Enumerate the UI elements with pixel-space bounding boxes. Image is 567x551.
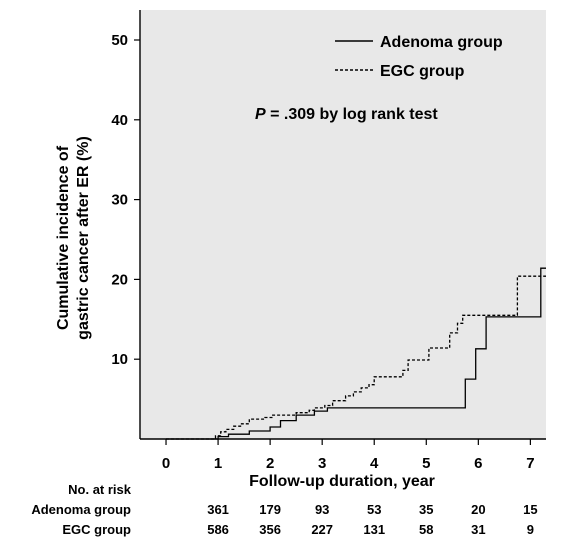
risk-value-egc: 31	[471, 522, 485, 537]
x-tick-label: 5	[422, 455, 430, 472]
risk-value-egc: 227	[311, 522, 333, 537]
series-line-adenoma	[166, 267, 546, 440]
risk-value-adenoma: 179	[259, 502, 281, 517]
plot-area	[140, 10, 546, 439]
y-tick-label: 50	[111, 32, 128, 49]
series-line-egc	[166, 275, 546, 440]
risk-table-header: No. at risk	[68, 482, 132, 497]
risk-value-adenoma: 35	[419, 502, 433, 517]
risk-value-egc: 58	[419, 522, 433, 537]
series-lines	[166, 267, 546, 440]
x-tick-label: 6	[474, 455, 482, 472]
risk-row-label-adenoma: Adenoma group	[31, 502, 131, 517]
y-axis-label-line-1: Cumulative incidence of	[55, 145, 72, 330]
risk-table: No. at risk Adenoma group EGC group 361 1…	[31, 482, 537, 537]
risk-value-egc: 586	[207, 522, 229, 537]
risk-row-label-egc: EGC group	[62, 522, 131, 537]
x-tick-label: 7	[526, 455, 534, 472]
risk-value-adenoma: 53	[367, 502, 381, 517]
x-tick-label: 3	[318, 455, 326, 472]
legend-label-egc: EGC group	[380, 63, 465, 80]
risk-value-egc: 9	[527, 522, 534, 537]
risk-value-adenoma: 93	[315, 502, 329, 517]
x-tick-label: 0	[162, 455, 170, 472]
p-text: = .309 by log rank test	[266, 106, 439, 123]
y-tick-label: 40	[111, 112, 128, 129]
risk-value-egc: 131	[363, 522, 385, 537]
y-tick-label: 20	[111, 271, 128, 288]
x-tick-label: 2	[266, 455, 274, 472]
risk-value-adenoma: 361	[207, 502, 229, 517]
x-tick-label: 1	[214, 455, 222, 472]
risk-values: 361 179 93 53 35 20 15 586 356 227 131 58 31 9	[207, 502, 537, 537]
x-axis-label: Follow-up duration, year	[249, 473, 435, 490]
risk-value-egc: 356	[259, 522, 281, 537]
y-tick-label: 30	[111, 192, 128, 209]
risk-value-adenoma: 20	[471, 502, 485, 517]
x-tick-label: 4	[370, 455, 379, 472]
y-axis-label-line-2: gastric cancer after ER (%)	[75, 136, 92, 340]
risk-value-adenoma: 15	[523, 502, 537, 517]
p-value-annotation: P = .309 by log rank test	[255, 106, 438, 123]
p-symbol: P	[255, 106, 266, 123]
tick-labels: 10 20 30 40 50 0 1 2 3 4 5 6 7	[111, 32, 534, 472]
y-tick-label: 10	[111, 351, 128, 368]
legend: Adenoma group EGC group	[335, 34, 503, 80]
legend-label-adenoma: Adenoma group	[380, 34, 503, 51]
